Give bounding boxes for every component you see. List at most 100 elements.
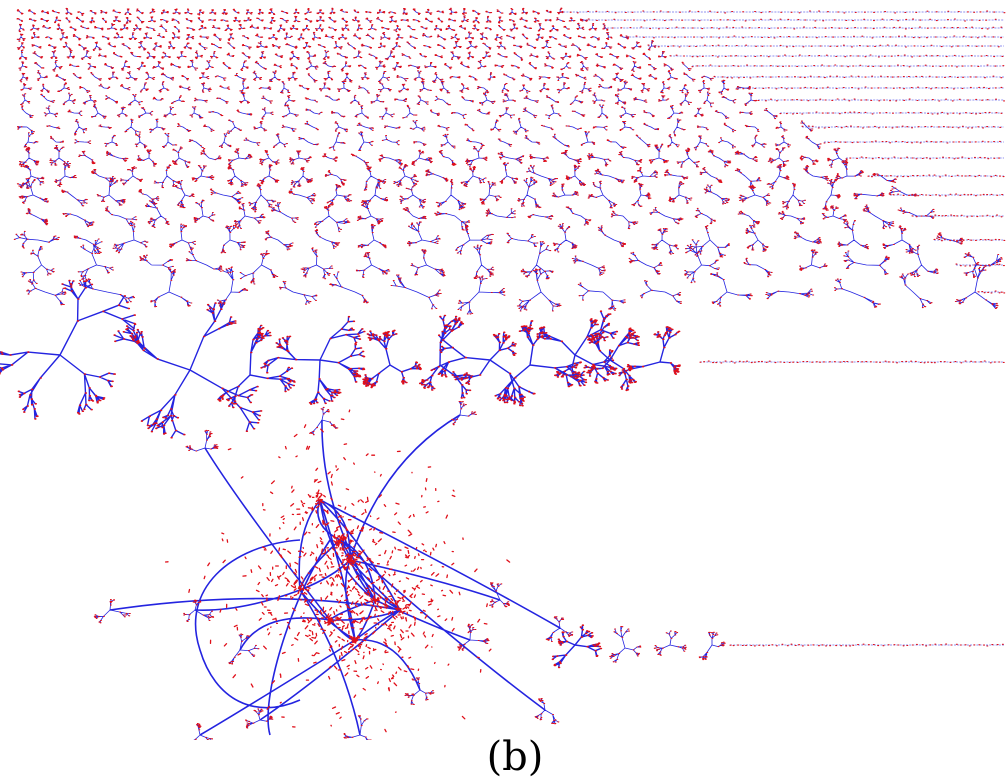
small-component (276, 24, 286, 33)
small-component (159, 18, 169, 23)
chain-component (911, 214, 1004, 218)
small-component (42, 25, 52, 29)
small-component (227, 42, 236, 49)
small-component (448, 18, 457, 22)
small-component (552, 133, 570, 148)
small-component (821, 205, 848, 223)
small-component (268, 8, 276, 16)
small-component (193, 199, 216, 223)
small-component (579, 81, 592, 94)
small-component (255, 33, 264, 38)
small-component (272, 133, 288, 148)
small-component (503, 73, 516, 81)
small-component (74, 139, 92, 145)
small-component (353, 9, 360, 14)
small-component (647, 40, 657, 51)
small-component (696, 125, 709, 131)
small-component (416, 95, 429, 105)
small-component (420, 26, 428, 30)
small-component (459, 61, 470, 69)
small-component (631, 41, 642, 50)
small-component (400, 18, 410, 22)
small-component (453, 40, 462, 49)
small-component (160, 72, 175, 81)
small-component (527, 214, 554, 220)
small-component (138, 188, 160, 205)
small-component (459, 83, 470, 93)
small-component (549, 25, 559, 33)
small-component (390, 274, 442, 310)
small-component (302, 41, 312, 50)
small-component (314, 229, 341, 249)
small-component (134, 133, 148, 149)
small-component (161, 132, 178, 149)
small-component (224, 24, 233, 32)
small-component (161, 51, 171, 59)
small-component (594, 168, 625, 184)
small-component (29, 24, 40, 31)
small-component (227, 33, 235, 41)
small-component (74, 119, 88, 136)
small-component (409, 35, 418, 40)
small-component (128, 32, 138, 41)
chain-component (735, 86, 1004, 90)
small-component (25, 208, 49, 226)
small-component (376, 16, 384, 22)
medium-components-row (0, 279, 1005, 439)
small-component (658, 95, 670, 102)
small-component (739, 111, 753, 115)
small-component (91, 103, 107, 119)
small-component (356, 24, 363, 31)
small-component (676, 147, 700, 168)
small-component (108, 71, 119, 81)
small-component (648, 143, 669, 164)
small-component (116, 106, 128, 118)
small-component (843, 250, 890, 276)
small-component (642, 52, 652, 60)
small-component (701, 75, 714, 81)
small-component (734, 150, 758, 163)
small-component (221, 9, 228, 15)
small-component (209, 51, 219, 59)
small-component (464, 31, 475, 40)
small-component (506, 232, 539, 248)
small-component (440, 133, 456, 149)
small-component (407, 64, 421, 70)
small-component (222, 61, 232, 70)
small-component (78, 43, 87, 51)
small-component (576, 22, 585, 30)
small-component (355, 252, 391, 278)
small-component (592, 92, 606, 104)
small-component (410, 249, 446, 277)
small-component (328, 132, 346, 151)
small-component (476, 85, 490, 94)
chain-component (867, 174, 1005, 178)
small-component (899, 273, 933, 309)
small-component (227, 165, 249, 187)
small-component (485, 15, 492, 23)
small-component (461, 8, 468, 15)
small-component (612, 63, 624, 70)
small-component (577, 35, 586, 39)
small-component (565, 206, 592, 226)
small-component (545, 104, 562, 120)
small-component (56, 23, 64, 32)
small-component (67, 109, 83, 117)
small-component (617, 42, 627, 49)
small-component (119, 24, 129, 31)
small-component (472, 17, 480, 24)
small-component (16, 164, 45, 189)
giant-branch (457, 623, 490, 651)
small-component (751, 134, 767, 148)
small-component (556, 82, 570, 94)
small-component (304, 17, 313, 23)
small-component (100, 10, 108, 14)
small-component (473, 244, 495, 280)
small-component (136, 149, 157, 167)
small-component (46, 125, 61, 130)
small-component (135, 8, 144, 15)
small-component (328, 16, 337, 23)
small-component (545, 9, 552, 14)
small-component (20, 83, 33, 91)
small-component (315, 16, 325, 23)
